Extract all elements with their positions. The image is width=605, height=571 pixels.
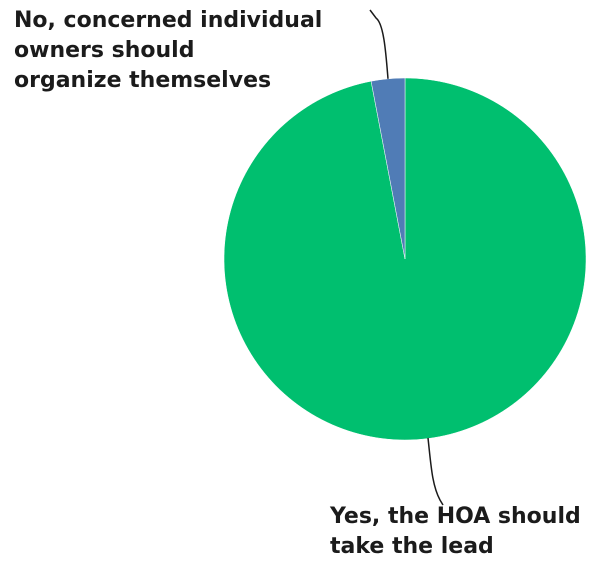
slice-label-no-line-2: owners should <box>14 38 195 63</box>
leader-line-no <box>369 9 389 79</box>
slice-label-yes-line-2: take the lead <box>330 534 494 559</box>
slice-label-no: No, concerned individual owners should o… <box>14 6 322 96</box>
slice-label-yes-line-1: Yes, the HOA should <box>330 504 581 529</box>
pie-slice-no <box>370 77 406 260</box>
slice-label-no-line-3: organize themselves <box>14 68 272 93</box>
slice-label-no-line-1: No, concerned individual <box>14 8 323 33</box>
leader-line-yes <box>427 437 444 506</box>
slice-label-yes: Yes, the HOA should take the lead <box>330 502 581 562</box>
